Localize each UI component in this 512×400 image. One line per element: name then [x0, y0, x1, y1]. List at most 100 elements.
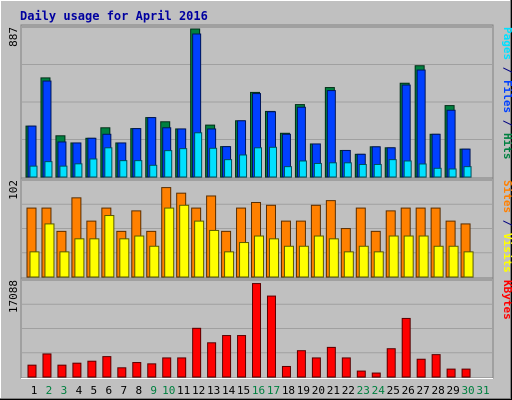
- bar-visits-day-3: [59, 251, 70, 278]
- bar-pages-day-15: [239, 154, 248, 178]
- x-axis-day-labels: 1 2 3 4 5 6 7 8 9 10 11 12 13 14 15 16 17 18 19 20 21 22 23 24 2…: [31, 384, 490, 397]
- x-label-day-24: 24: [372, 384, 386, 397]
- legend-series-label: /: [501, 60, 512, 80]
- x-label-day-16: 16: [252, 384, 265, 397]
- bar-kbytes-day-8: [132, 362, 142, 378]
- bar-visits-day-8: [134, 235, 145, 278]
- bar-files-day-29: [446, 109, 456, 178]
- x-label-day-11: 11: [177, 384, 190, 397]
- bar-pages-day-13: [209, 147, 218, 178]
- legend-series-label: Visits: [501, 233, 512, 273]
- y-axis-max-label: 17088: [7, 280, 20, 313]
- panel-hits-files-pages: 887 Pages / Files / Hits: [7, 24, 512, 179]
- x-label-day-15: 15: [237, 384, 250, 397]
- bar-pages-day-18: [283, 166, 292, 178]
- x-label-day-18: 18: [282, 384, 295, 397]
- x-label-day-20: 20: [312, 384, 325, 397]
- x-label-day-21: 21: [327, 384, 340, 397]
- panel-legend: Pages / Files / Hits: [501, 27, 512, 160]
- x-label-day-28: 28: [432, 384, 445, 397]
- bar-pages-day-14: [224, 159, 233, 178]
- bar-pages-day-24: [373, 163, 382, 178]
- bar-visits-day-27: [418, 235, 429, 278]
- bar-visits-day-2: [44, 223, 55, 278]
- bar-kbytes-day-1: [27, 364, 37, 378]
- x-label-day-1: 1: [31, 384, 38, 397]
- legend-series-label: Pages: [501, 27, 512, 60]
- x-label-day-19: 19: [297, 384, 310, 397]
- bar-visits-day-9: [149, 245, 160, 278]
- bar-kbytes-day-21: [326, 346, 336, 378]
- bar-pages-day-25: [388, 159, 397, 178]
- bar-pages-day-21: [328, 162, 337, 178]
- bar-visits-day-19: [298, 245, 309, 278]
- bar-kbytes-day-23: [356, 370, 366, 378]
- x-label-day-26: 26: [402, 384, 415, 397]
- bar-visits-day-1: [29, 251, 40, 278]
- bar-visits-day-14: [224, 251, 235, 278]
- bar-pages-day-30: [463, 166, 472, 178]
- x-label-day-2: 2: [46, 384, 53, 397]
- bar-kbytes-day-11: [177, 357, 187, 378]
- x-label-day-30: 30: [461, 384, 474, 397]
- bar-pages-day-3: [59, 165, 68, 178]
- bar-pages-day-1: [29, 165, 38, 178]
- bar-visits-day-7: [119, 238, 130, 278]
- bar-kbytes-day-24: [371, 372, 381, 378]
- series-pages: [29, 132, 472, 178]
- bar-kbytes-day-3: [57, 364, 67, 378]
- x-label-day-17: 17: [267, 384, 280, 397]
- bar-visits-day-13: [209, 229, 220, 278]
- legend-series-label: /: [501, 213, 512, 233]
- x-label-day-5: 5: [91, 384, 98, 397]
- bar-kbytes-day-20: [311, 357, 321, 378]
- bar-pages-day-17: [268, 146, 277, 178]
- bar-visits-day-11: [179, 204, 190, 278]
- bar-visits-day-16: [254, 235, 265, 278]
- bar-visits-day-4: [74, 238, 85, 278]
- x-label-day-4: 4: [76, 384, 83, 397]
- series-visits: [29, 204, 474, 278]
- bar-visits-day-24: [373, 251, 384, 278]
- bar-visits-day-18: [283, 245, 294, 278]
- bar-pages-day-7: [119, 160, 128, 178]
- bar-pages-day-19: [298, 160, 307, 178]
- bar-kbytes-day-30: [461, 368, 471, 378]
- x-label-day-23: 23: [357, 384, 370, 397]
- bar-visits-day-28: [433, 245, 444, 278]
- bar-kbytes-day-13: [207, 342, 217, 378]
- bar-pages-day-27: [418, 163, 427, 178]
- bar-kbytes-day-25: [386, 348, 396, 378]
- bar-kbytes-day-12: [192, 327, 202, 378]
- bar-kbytes-day-4: [72, 362, 82, 378]
- x-label-day-7: 7: [120, 384, 127, 397]
- x-label-day-13: 13: [207, 384, 220, 397]
- y-axis-max-label: 102: [7, 180, 20, 200]
- bar-pages-day-16: [254, 147, 263, 178]
- x-label-day-27: 27: [417, 384, 430, 397]
- x-label-day-25: 25: [387, 384, 400, 397]
- panel-visits-sites: 102 Sites / Visits: [7, 177, 512, 279]
- bar-visits-day-10: [164, 207, 175, 278]
- bar-pages-day-2: [44, 161, 53, 178]
- bar-pages-day-11: [179, 148, 188, 178]
- bar-pages-day-4: [74, 163, 83, 178]
- x-label-day-14: 14: [222, 384, 236, 397]
- bar-pages-day-29: [448, 168, 457, 178]
- panel-legend: Sites / Visits: [501, 180, 512, 273]
- bar-files-day-27: [416, 69, 426, 178]
- bar-kbytes-day-18: [281, 365, 291, 378]
- bar-kbytes-day-2: [42, 353, 52, 378]
- bar-kbytes-day-28: [431, 354, 441, 378]
- legend-series-label: KBytes: [501, 280, 512, 320]
- bar-visits-day-5: [89, 238, 100, 278]
- bar-pages-day-26: [403, 160, 412, 178]
- bar-kbytes-day-16: [252, 283, 262, 378]
- bar-kbytes-day-26: [401, 317, 411, 378]
- bar-visits-day-26: [403, 235, 414, 278]
- x-label-day-8: 8: [135, 384, 142, 397]
- bar-pages-day-5: [89, 158, 98, 178]
- bar-pages-day-10: [164, 150, 173, 178]
- bar-visits-day-6: [104, 215, 115, 278]
- bar-kbytes-day-7: [117, 367, 127, 378]
